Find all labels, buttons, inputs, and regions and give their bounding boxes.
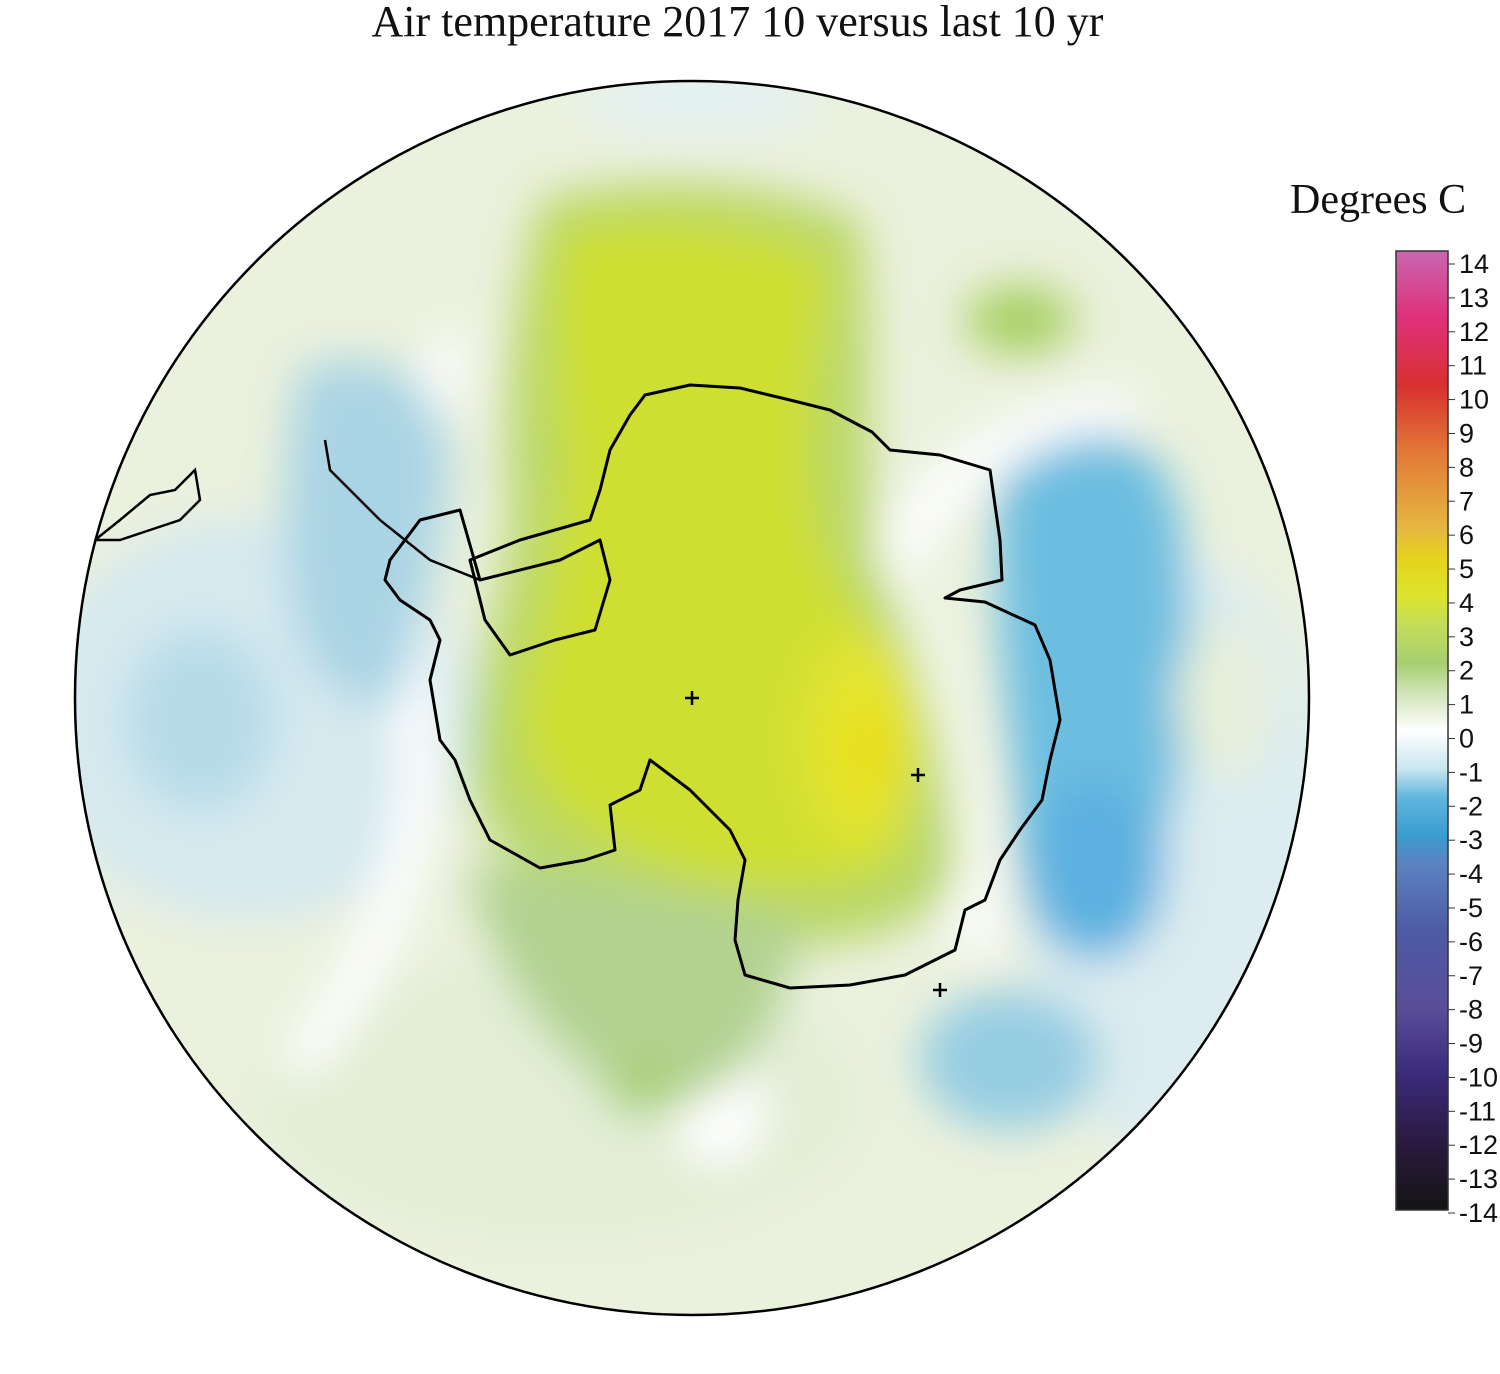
plus-markers bbox=[685, 691, 947, 997]
colorbar-tick-label: 0 bbox=[1459, 724, 1474, 754]
colorbar-tick-label: -7 bbox=[1459, 961, 1483, 991]
colorbar-tick-label: -10 bbox=[1459, 1062, 1498, 1092]
colorbar-tick-label: 13 bbox=[1459, 283, 1489, 313]
plus-marker bbox=[933, 983, 947, 997]
anomaly-field bbox=[75, 81, 1309, 1315]
colorbar-tick-label: -8 bbox=[1459, 995, 1483, 1025]
colorbar-tick-label: -13 bbox=[1459, 1164, 1498, 1194]
colorbar-tick-label: 8 bbox=[1459, 452, 1474, 482]
colorbar-tick-label: -6 bbox=[1459, 927, 1483, 957]
colorbar-tick-label: 2 bbox=[1459, 656, 1474, 686]
colorbar-tick-label: -3 bbox=[1459, 825, 1483, 855]
plus-marker bbox=[911, 768, 925, 782]
colorbar-tick-label: 6 bbox=[1459, 520, 1474, 550]
colorbar-tick-label: -12 bbox=[1459, 1130, 1498, 1160]
peninsula-coastline bbox=[323, 439, 481, 582]
colorbar-tick-label: -9 bbox=[1459, 1029, 1483, 1059]
colorbar-tick-label: -2 bbox=[1459, 791, 1483, 821]
colorbar-tick-label: -1 bbox=[1459, 757, 1483, 787]
colorbar-tick-label: 3 bbox=[1459, 622, 1474, 652]
colorbar-tick-label: -11 bbox=[1459, 1096, 1496, 1126]
colorbar-tick-label: -14 bbox=[1459, 1198, 1498, 1228]
colorbar-tick-label: 11 bbox=[1459, 351, 1487, 381]
colorbar-tick-label: 5 bbox=[1459, 554, 1474, 584]
colorbar-ticks: 14131211109876543210-1-2-3-4-5-6-7-8-9-1… bbox=[1448, 249, 1498, 1228]
colorbar-tick-label: 14 bbox=[1459, 249, 1489, 279]
chart-title: Air temperature 2017 10 versus last 10 y… bbox=[371, 0, 1104, 46]
colorbar-tick-label: 1 bbox=[1459, 690, 1474, 720]
antarctica-coastline bbox=[383, 383, 1062, 990]
south-america-coastline bbox=[91, 467, 202, 542]
colorbar-tick-label: 10 bbox=[1459, 385, 1489, 415]
plus-marker bbox=[685, 691, 699, 705]
colorbar-gradient bbox=[1395, 250, 1449, 1211]
colorbar-tick-label: 12 bbox=[1459, 317, 1489, 347]
colorbar-tick-label: 9 bbox=[1459, 418, 1474, 448]
colorbar-tick-label: 7 bbox=[1459, 486, 1474, 516]
colorbar-tick-label: -5 bbox=[1459, 893, 1483, 923]
colorbar-tick-label: 4 bbox=[1459, 588, 1474, 618]
legend-title: Degrees C bbox=[1290, 177, 1467, 223]
map-boundary bbox=[73, 79, 1311, 1317]
colorbar-tick-label: -4 bbox=[1459, 859, 1483, 889]
